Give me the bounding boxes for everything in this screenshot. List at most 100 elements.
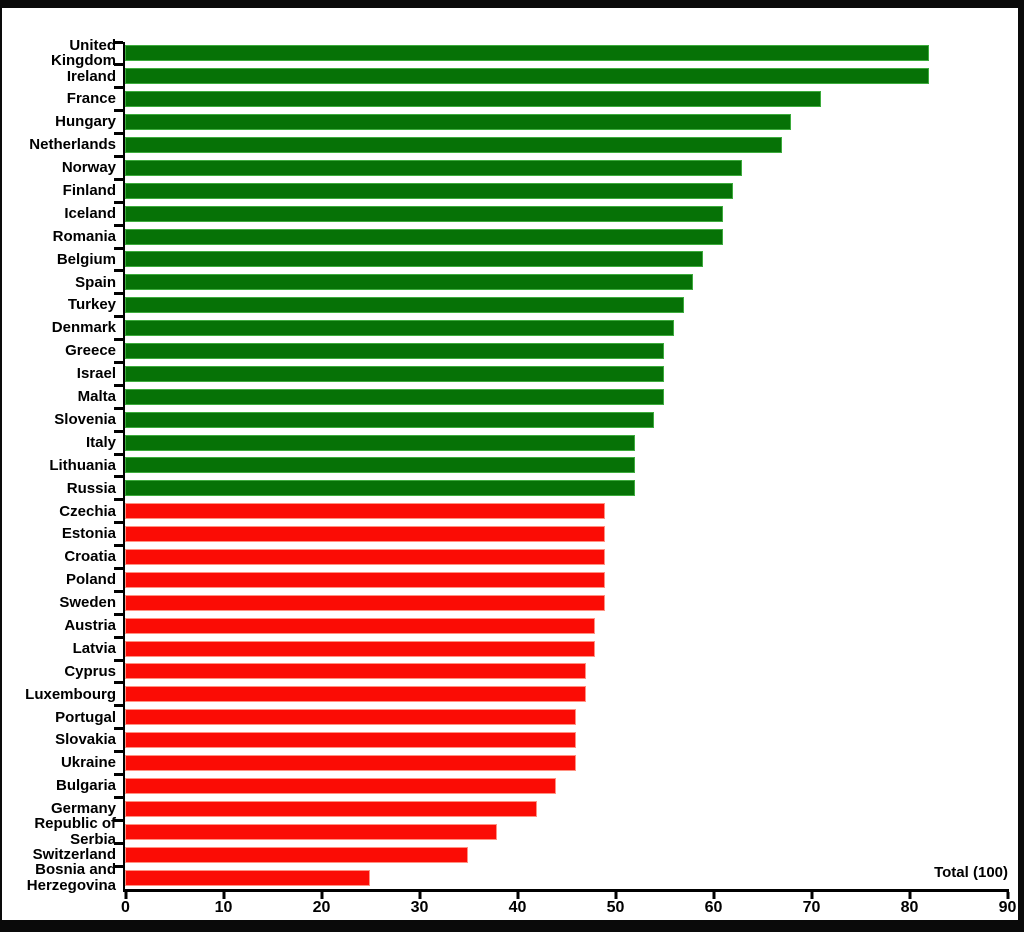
category-label: Spain <box>75 273 116 291</box>
bar-pass <box>125 205 723 222</box>
bar-track <box>113 360 1018 386</box>
bar-fail <box>125 755 576 772</box>
chart-row: Finland <box>2 177 1018 203</box>
category-label: Norway <box>61 159 116 177</box>
bar-fail <box>125 617 596 634</box>
category-label: Latvia <box>72 639 116 657</box>
bar-pass <box>125 137 782 153</box>
bar-fail <box>125 640 596 657</box>
bar-track <box>113 246 1018 271</box>
bar-track <box>113 589 1018 615</box>
bar-track <box>113 40 1018 65</box>
total-label: Total (100) <box>934 864 1008 881</box>
category-label: Austria <box>64 616 116 634</box>
bar-pass <box>125 365 664 382</box>
bar-fail <box>125 549 606 566</box>
chart-row: Romania <box>2 223 1018 249</box>
bar-pass <box>125 159 743 176</box>
bar-track <box>113 429 1018 455</box>
x-tick-mark <box>1006 891 1009 899</box>
bar-pass <box>125 411 655 428</box>
bar-fail <box>125 800 537 817</box>
x-axis-line <box>123 888 1009 892</box>
bar-fail <box>125 823 498 840</box>
x-tick-mark <box>516 891 519 899</box>
chart-row: Austria <box>2 612 1018 638</box>
bar-track <box>113 269 1018 294</box>
bar-pass <box>125 434 635 451</box>
chart-row: Norway <box>2 154 1018 180</box>
chart-row: Croatia <box>2 544 1018 569</box>
bar-pass <box>125 68 929 85</box>
category-label: Turkey <box>67 296 116 314</box>
bar-track <box>113 841 1018 867</box>
category-label: France <box>66 90 116 108</box>
chart-row: Denmark <box>2 315 1018 340</box>
x-axis-ticks: 0 10 20 30 40 50 60 70 80 90 <box>121 891 1018 920</box>
chart-row: Republic of Serbia <box>2 816 1018 847</box>
bar-track <box>113 315 1018 340</box>
category-label: Slovenia <box>54 410 116 428</box>
bar-track <box>113 658 1018 683</box>
category-label: Czechia <box>59 502 116 520</box>
x-tick-label: 70 <box>802 898 821 916</box>
category-label: Denmark <box>51 319 116 337</box>
category-label: Israel <box>76 365 116 383</box>
category-label: Republic of Serbia <box>34 815 116 848</box>
category-label: Bosnia and Herzegovina <box>26 861 116 894</box>
bar-pass <box>125 343 664 360</box>
chart-row: Iceland <box>2 200 1018 226</box>
chart-row: Cyprus <box>2 658 1018 683</box>
category-label: Slovakia <box>55 731 116 749</box>
x-tick-mark <box>908 891 911 899</box>
category-label: Iceland <box>64 204 116 222</box>
x-tick-mark <box>712 891 715 899</box>
bar-track <box>113 566 1018 592</box>
category-label: Italy <box>85 433 116 451</box>
bar-fail <box>125 594 606 611</box>
x-tick-mark <box>418 891 421 899</box>
bar-fail <box>125 503 606 520</box>
x-tick-label: 10 <box>214 898 233 916</box>
bar-pass <box>125 388 664 405</box>
chart-row: Israel <box>2 360 1018 386</box>
chart-row: Sweden <box>2 589 1018 615</box>
bar-fail <box>125 846 468 863</box>
bar-track <box>113 177 1018 203</box>
bar-track <box>113 612 1018 638</box>
category-label: Sweden <box>59 594 116 612</box>
chart-row: Estonia <box>2 521 1018 546</box>
x-tick-label: 0 <box>121 898 130 916</box>
bar-fail <box>125 869 370 886</box>
chart-row: Germany <box>2 795 1018 821</box>
x-tick-mark <box>124 891 127 899</box>
bar-fail <box>125 663 586 680</box>
category-label: Germany <box>50 800 116 818</box>
category-label: Russia <box>66 479 116 497</box>
category-label: Switzerland <box>32 845 116 863</box>
bar-track <box>113 635 1018 661</box>
chart-row: Bulgaria <box>2 773 1018 798</box>
chart-row: Greece <box>2 338 1018 363</box>
bar-pass <box>125 320 674 337</box>
x-tick-label: 60 <box>704 898 723 916</box>
bar-track <box>113 727 1018 752</box>
chart-row: United Kingdom <box>2 38 1018 69</box>
category-label: Ukraine <box>60 754 116 772</box>
bar-pass <box>125 480 635 497</box>
bar-track <box>113 750 1018 775</box>
chart-row: Switzerland <box>2 841 1018 867</box>
category-label: Poland <box>65 571 116 589</box>
bar-fail <box>125 571 606 588</box>
bar-track <box>113 498 1018 523</box>
chart-row: Russia <box>2 475 1018 500</box>
bar-track <box>113 521 1018 546</box>
bar-track <box>113 818 1018 844</box>
plot-area: United Kingdom Ireland France Hungary Nether… <box>2 38 1018 920</box>
category-label: Finland <box>62 182 116 200</box>
bar-pass <box>125 251 704 268</box>
chart-row: Spain <box>2 269 1018 294</box>
chart-row: Malta <box>2 383 1018 409</box>
category-label: United Kingdom <box>51 36 116 70</box>
